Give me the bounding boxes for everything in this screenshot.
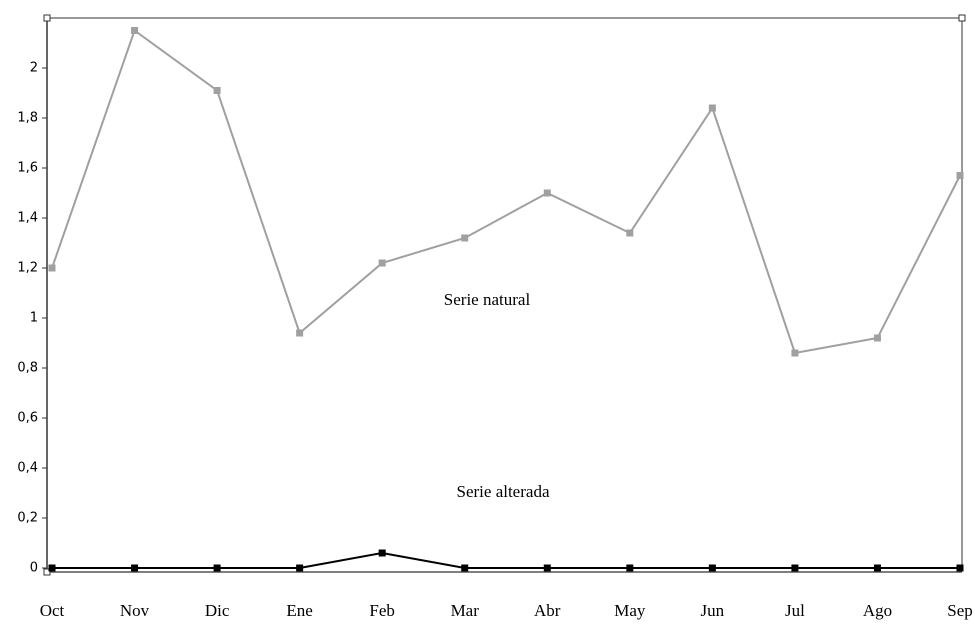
corner (43, 14, 51, 22)
y-tick-label: 1 (30, 311, 38, 326)
point (296, 329, 304, 337)
point (956, 564, 964, 572)
point (296, 564, 304, 572)
point (626, 229, 634, 237)
y-tick-label: 1,8 (17, 111, 38, 126)
corner (958, 14, 966, 22)
x-tick-label: Sep (947, 601, 973, 620)
point (626, 564, 634, 572)
series-label: Serie natural (444, 290, 531, 309)
series-line (52, 551, 960, 569)
point (131, 27, 139, 34)
point (48, 564, 56, 572)
x-tick-label: Jun (701, 601, 725, 620)
series-line (51, 28, 961, 355)
point (791, 349, 799, 357)
x-tick-label: May (614, 601, 646, 620)
x-tick-label: Ago (863, 601, 892, 620)
point (213, 87, 221, 94)
y-tick-label: 0,2 (17, 511, 38, 526)
y-tick-label: 1,6 (17, 161, 38, 176)
x-tick-label: Dic (205, 601, 230, 620)
y-tick-label: 0,6 (17, 411, 38, 426)
corner (43, 568, 51, 576)
point (543, 189, 551, 197)
y-tick-label: 0,4 (17, 461, 38, 476)
x-tick-label: Oct (40, 601, 65, 620)
point (131, 564, 139, 572)
x-tick-label: Nov (120, 601, 150, 620)
point (213, 564, 221, 572)
y-tick-label: 1,4 (17, 211, 38, 226)
x-tick-label: Ene (286, 601, 312, 620)
x-tick-label: Feb (369, 601, 395, 620)
point (708, 104, 716, 112)
y-tick-label: 0 (30, 561, 38, 576)
point (791, 564, 799, 572)
point (378, 259, 386, 267)
point (708, 564, 716, 572)
x-tick-label: Jul (785, 601, 805, 620)
point (956, 172, 964, 179)
y-tick-label: 2 (30, 61, 38, 76)
point (461, 564, 469, 572)
point (873, 564, 881, 572)
point (378, 549, 386, 557)
point (461, 234, 469, 242)
x-tick-label: Abr (534, 601, 561, 620)
y-tick-label: 0,8 (17, 361, 38, 376)
point (48, 264, 56, 272)
y-tick-label: 1,2 (17, 261, 38, 276)
point (873, 334, 881, 342)
series-label: Serie alterada (457, 482, 550, 501)
x-tick-label: Mar (451, 601, 480, 620)
point (543, 564, 551, 572)
